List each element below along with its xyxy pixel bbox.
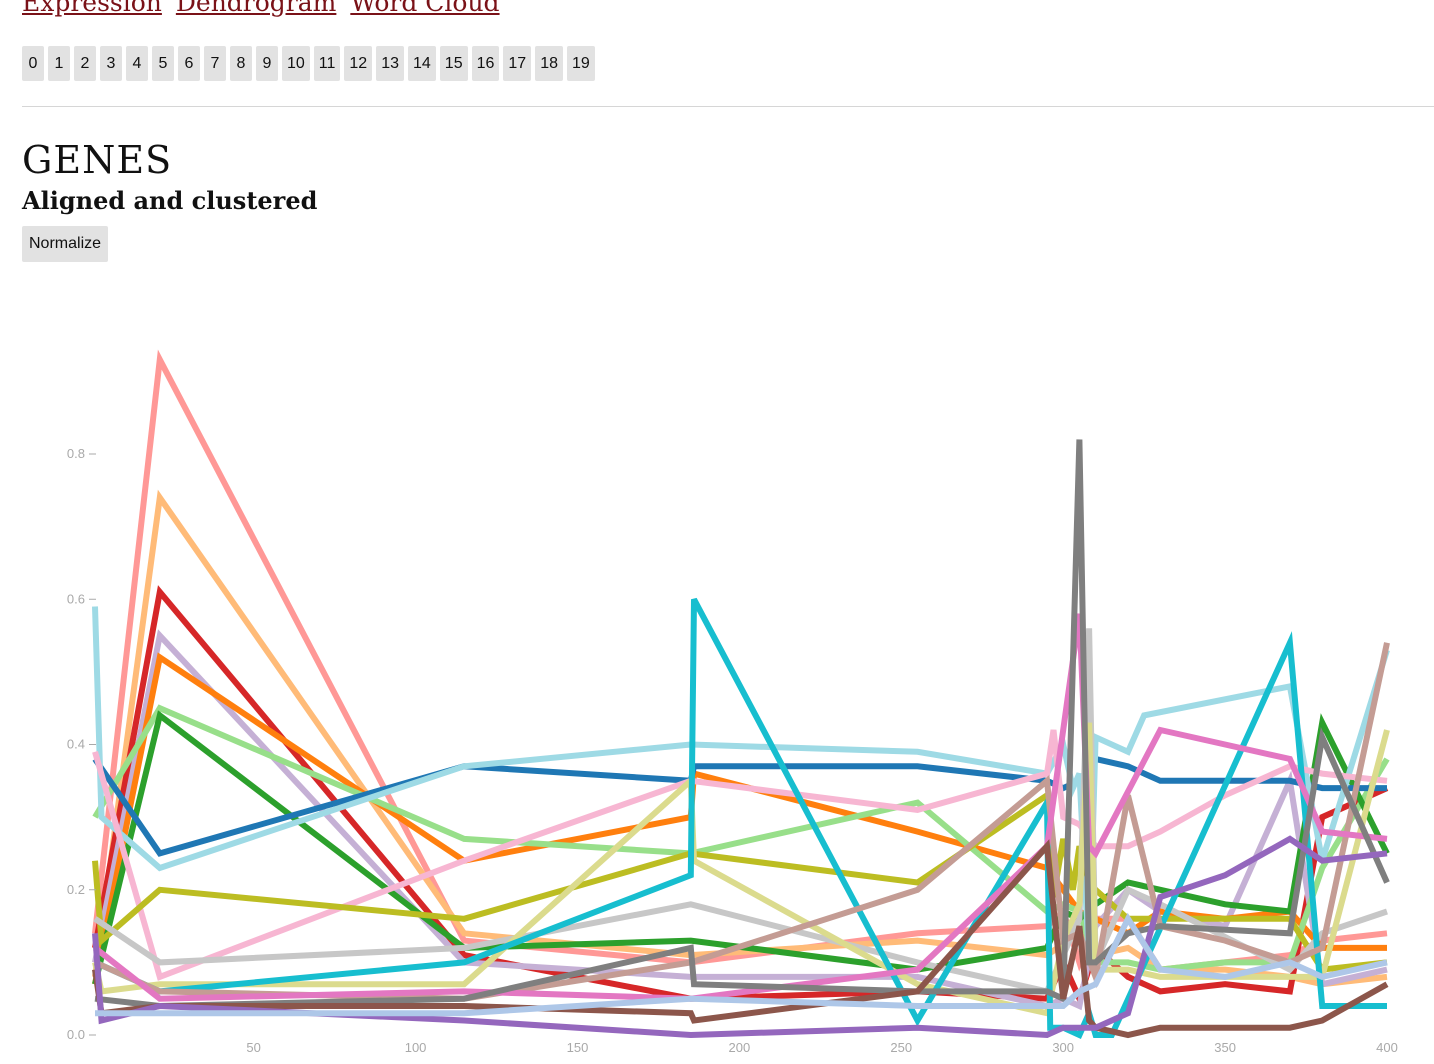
cluster-button-7[interactable]: 7 <box>204 46 226 81</box>
divider <box>22 106 1434 107</box>
cluster-button-16[interactable]: 16 <box>471 46 500 81</box>
y-tick-label: 0.4 <box>67 737 85 752</box>
cluster-button-0[interactable]: 0 <box>22 46 44 81</box>
y-tick-label: 0.2 <box>67 882 85 897</box>
cluster-button-10[interactable]: 10 <box>282 46 310 81</box>
series-line-19 <box>95 912 1388 1017</box>
cluster-button-9[interactable]: 9 <box>256 46 278 81</box>
series-line-14 <box>93 642 1390 1002</box>
cluster-button-17[interactable]: 17 <box>503 46 532 81</box>
cluster-button-8[interactable]: 8 <box>230 46 252 81</box>
x-axis: 50 100 150 200 250 300 350 400 <box>246 1040 1397 1055</box>
cluster-button-11[interactable]: 11 <box>313 46 341 81</box>
x-tick-label: 200 <box>729 1040 751 1055</box>
cluster-button-15[interactable]: 15 <box>439 46 468 81</box>
cluster-button-1[interactable]: 1 <box>48 46 70 81</box>
dendrogram-link[interactable]: Dendrogram <box>175 0 337 17</box>
cluster-button-bar: 0 1 2 3 4 5 6 7 8 9 10 11 12 13 14 15 16 17 18 19 <box>22 46 595 81</box>
series-line-15 <box>93 613 1388 1002</box>
cluster-button-18[interactable]: 18 <box>535 46 563 81</box>
series-line-3 <box>92 629 1388 1011</box>
series-line-0 <box>92 349 1388 973</box>
x-tick-label: 400 <box>1376 1040 1398 1055</box>
word-cloud-link[interactable]: Word Cloud <box>350 0 500 17</box>
series-line-2 <box>92 585 1389 1008</box>
x-tick-label: 300 <box>1052 1040 1074 1055</box>
cluster-button-19[interactable]: 19 <box>566 46 595 81</box>
cluster-button-6[interactable]: 6 <box>178 46 200 81</box>
x-tick-label: 250 <box>890 1040 912 1055</box>
series-line-16 <box>94 439 1390 1010</box>
cluster-button-12[interactable]: 12 <box>344 46 373 81</box>
cluster-button-4[interactable]: 4 <box>126 46 148 81</box>
series-line-8 <box>92 606 1390 963</box>
gene-expression-line-chart: 0.0 0.2 0.4 0.6 0.8 50 100 150 200 250 300 350 400 <box>67 349 1398 1055</box>
x-tick-label: 150 <box>567 1040 589 1055</box>
page-subtitle: Aligned and clustered <box>22 186 318 215</box>
cluster-button-14[interactable]: 14 <box>408 46 436 81</box>
y-axis: 0.0 0.2 0.4 0.6 0.8 <box>67 446 96 1042</box>
series-lines <box>92 349 1390 1039</box>
x-tick-label: 350 <box>1214 1040 1236 1055</box>
y-tick-label: 0.0 <box>67 1027 85 1042</box>
cluster-button-2[interactable]: 2 <box>74 46 96 81</box>
y-tick-label: 0.6 <box>67 591 85 606</box>
normalize-button[interactable]: Normalize <box>22 226 109 262</box>
series-line-17 <box>92 839 1389 1039</box>
y-tick-label: 0.8 <box>67 446 85 461</box>
x-tick-label: 50 <box>246 1040 260 1055</box>
cluster-button-13[interactable]: 13 <box>376 46 404 81</box>
x-tick-label: 100 <box>405 1040 427 1055</box>
expression-link[interactable]: Expression <box>22 0 162 17</box>
view-links: Expression Dendrogram Word Cloud <box>22 0 506 17</box>
cluster-button-3[interactable]: 3 <box>100 46 122 81</box>
cluster-button-5[interactable]: 5 <box>152 46 174 81</box>
page-title: GENES <box>22 138 173 182</box>
